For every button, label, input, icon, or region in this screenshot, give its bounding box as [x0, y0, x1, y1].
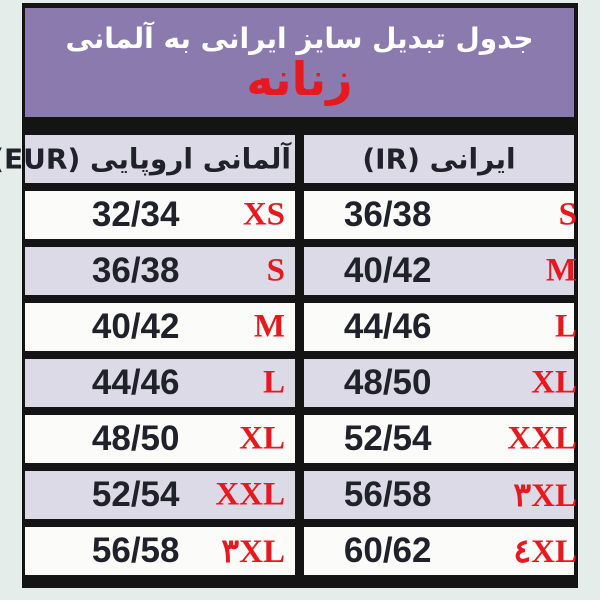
ir-size-letter: ٤XL	[513, 534, 577, 570]
table-row: 52/54 XXL 56/58 ۳XL	[25, 471, 577, 519]
eur-size-letter: XS	[242, 196, 285, 233]
ir-size-letter: XXL	[507, 420, 577, 457]
eur-size-letter: S	[266, 252, 285, 289]
ir-cell: 60/62 ٤XL	[304, 527, 577, 575]
ir-size-letter: L	[554, 308, 577, 345]
ir-cell: 40/42 M	[304, 247, 577, 295]
eur-size-letter: XXL	[215, 476, 285, 513]
ir-size-numbers: 60/62	[343, 531, 432, 570]
eur-cell: 56/58 ۳XL	[25, 527, 295, 575]
eur-size-numbers: 32/34	[91, 195, 180, 234]
table-row: 36/38 S 40/42 M	[25, 247, 577, 295]
column-header-eur-label: آلمانی اروپایی (EUR)	[0, 142, 291, 176]
eur-size-letter: L	[262, 364, 285, 401]
eur-cell: 52/54 XXL	[25, 471, 295, 519]
eur-size-numbers: 56/58	[91, 531, 180, 570]
banner-subtitle: زنانه	[246, 52, 353, 107]
ir-size-numbers: 40/42	[343, 251, 432, 290]
eur-cell: 48/50 XL	[25, 415, 295, 463]
column-header-row: آلمانی اروپایی (EUR) ایرانی (IR)	[0, 135, 574, 183]
ir-size-numbers: 56/58	[343, 475, 432, 514]
eur-size-numbers: 52/54	[91, 475, 180, 514]
eur-size-numbers: 36/38	[91, 251, 180, 290]
table-row: 56/58 ۳XL 60/62 ٤XL	[25, 527, 577, 575]
ir-size-letter: ۳XL	[513, 478, 577, 514]
table-row: 48/50 XL 52/54 XXL	[25, 415, 577, 463]
ir-cell: 56/58 ۳XL	[304, 471, 577, 519]
eur-cell: 36/38 S	[25, 247, 295, 295]
eur-size-numbers: 48/50	[91, 419, 180, 458]
eur-size-letter: ۳XL	[221, 534, 285, 570]
table-frame: جدول تبدیل سایز ایرانی به آلمانی زنانه آ…	[0, 3, 578, 588]
banner: جدول تبدیل سایز ایرانی به آلمانی زنانه	[25, 8, 574, 117]
table-row: 44/46 L 48/50 XL	[25, 359, 577, 407]
ir-cell: 52/54 XXL	[304, 415, 577, 463]
ir-cell: 48/50 XL	[304, 359, 577, 407]
column-header-ir: ایرانی (IR)	[304, 135, 574, 183]
column-header-eur: آلمانی اروپایی (EUR)	[0, 135, 295, 183]
ir-cell: 44/46 L	[304, 303, 577, 351]
ir-cell: 36/38 S	[304, 191, 577, 239]
banner-title: جدول تبدیل سایز ایرانی به آلمانی	[65, 21, 534, 55]
eur-size-numbers: 40/42	[91, 307, 180, 346]
ir-size-letter: M	[545, 252, 577, 289]
column-header-ir-label: ایرانی (IR)	[362, 142, 516, 176]
ir-size-letter: S	[558, 196, 577, 233]
table-row: 40/42 M 44/46 L	[25, 303, 577, 351]
ir-size-letter: XL	[531, 364, 577, 401]
eur-size-letter: M	[253, 308, 285, 345]
ir-size-numbers: 44/46	[343, 307, 432, 346]
table-row: 32/34 XS 36/38 S	[25, 191, 577, 239]
ir-size-numbers: 48/50	[343, 363, 432, 402]
ir-size-numbers: 52/54	[343, 419, 432, 458]
eur-cell: 32/34 XS	[25, 191, 295, 239]
ir-size-numbers: 36/38	[343, 195, 432, 234]
eur-cell: 40/42 M	[25, 303, 295, 351]
eur-size-numbers: 44/46	[91, 363, 180, 402]
eur-size-letter: XL	[239, 420, 285, 457]
eur-cell: 44/46 L	[25, 359, 295, 407]
